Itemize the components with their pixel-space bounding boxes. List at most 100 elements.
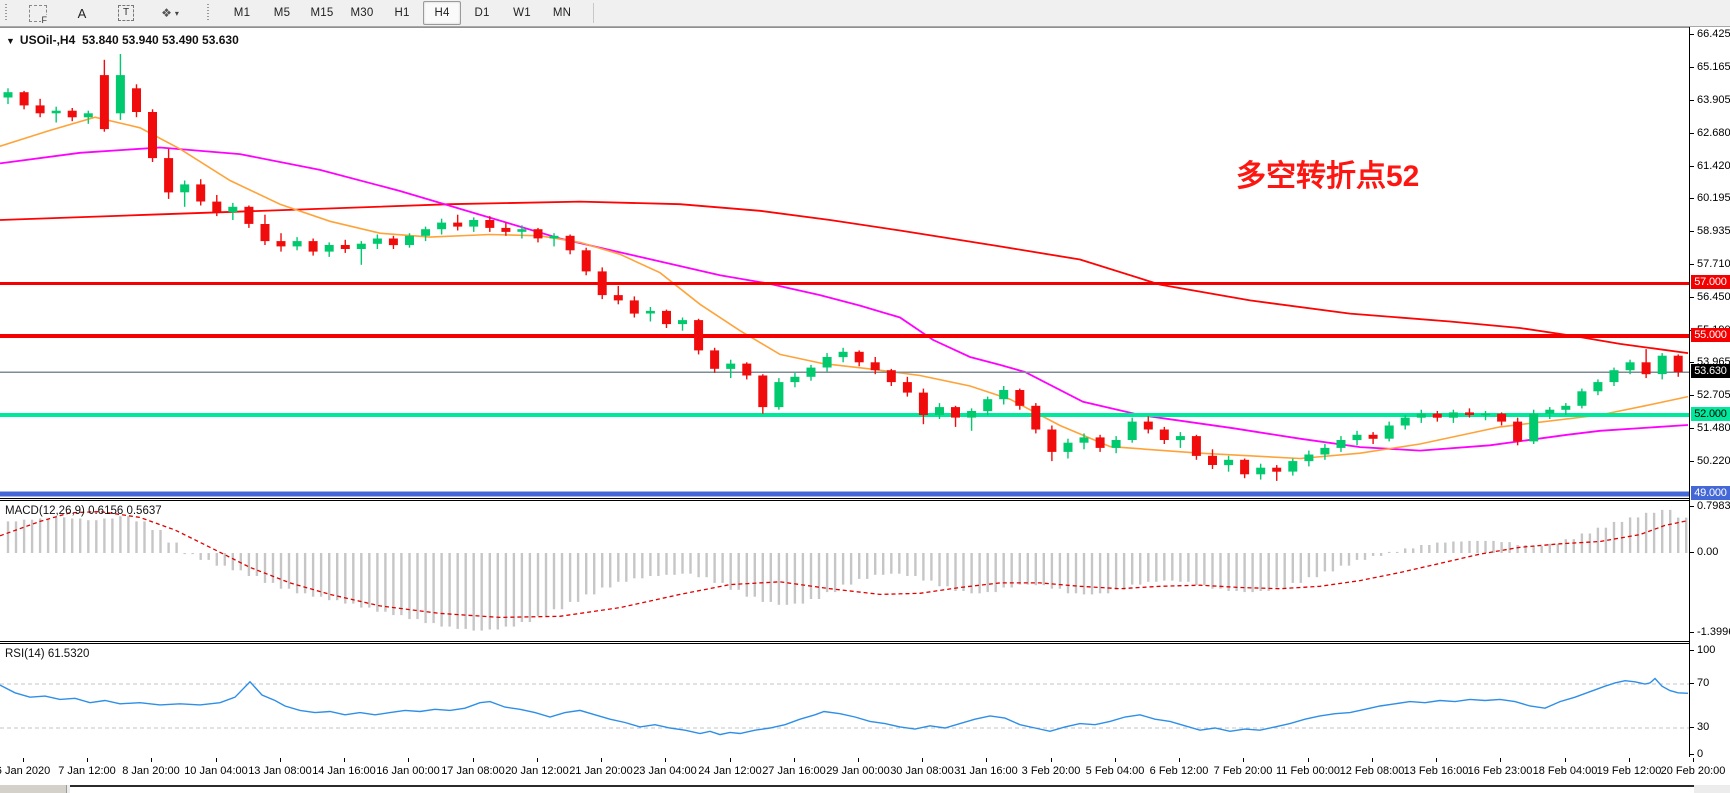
candle-body xyxy=(1224,459,1234,466)
date-tick-label: 14 Jan 16:00 xyxy=(312,765,376,777)
rsi-panel[interactable]: RSI(14) 61.5320 xyxy=(0,643,1689,759)
macd-histogram-bar xyxy=(882,553,885,575)
macd-histogram-bar xyxy=(1203,553,1206,586)
macd-histogram-bar xyxy=(496,553,499,630)
macd-histogram-bar xyxy=(1179,553,1182,582)
macd-histogram-bar xyxy=(801,553,805,604)
timeframe-w1-button[interactable]: W1 xyxy=(513,7,531,19)
chart-title: ▼ USOil-,H4 53.840 53.940 53.490 53.630 xyxy=(6,33,239,47)
macd-histogram-bar xyxy=(432,553,435,624)
timeframe-m5-button[interactable]: M5 xyxy=(273,7,291,19)
macd-histogram-bar xyxy=(665,553,668,575)
macd-histogram-bar xyxy=(1476,540,1479,553)
main-chart[interactable]: ▼ USOil-,H4 53.840 53.940 53.490 53.630 多… xyxy=(0,27,1689,499)
macd-histogram-bar xyxy=(849,553,853,585)
candle-body xyxy=(549,235,559,239)
macd-histogram-bar xyxy=(697,553,700,578)
candle-body xyxy=(1288,461,1298,472)
chart-annotation-text[interactable]: 多空转折点52 xyxy=(1236,160,1420,193)
candle-body xyxy=(485,220,495,228)
macd-histogram-bar xyxy=(617,553,620,582)
candle-body xyxy=(1593,382,1603,392)
h-scrollbar-thumb[interactable] xyxy=(0,785,67,793)
macd-histogram-bar xyxy=(311,553,315,597)
macd-panel[interactable]: MACD(12,26,9) 0.6156 0.5637 xyxy=(0,500,1689,642)
macd-histogram-bar xyxy=(568,553,572,602)
macd-histogram-bar xyxy=(1564,539,1567,553)
macd-histogram-bar xyxy=(1050,553,1054,589)
macd-histogram-bar xyxy=(1492,540,1495,553)
price-badge-49.000: 49.000 xyxy=(1691,486,1730,500)
candle-body xyxy=(565,235,575,251)
text-tool-button[interactable]: A xyxy=(63,1,101,25)
macd-histogram-bar xyxy=(1131,553,1134,585)
timeframe-h1-button[interactable]: H1 xyxy=(394,7,410,19)
date-tick-label: 21 Jan 20:00 xyxy=(569,765,633,777)
macd-histogram-bar xyxy=(1685,517,1688,553)
macd-histogram-bar xyxy=(135,521,138,553)
toolbar-grip-2[interactable] xyxy=(205,4,212,22)
h-scrollbar-track[interactable] xyxy=(70,785,1694,793)
macd-histogram-bar xyxy=(1195,553,1198,586)
macd-histogram-bar xyxy=(87,520,90,553)
candle-body xyxy=(694,320,704,351)
date-tick-label: 19 Feb 12:00 xyxy=(1596,765,1662,777)
price-tick-label: 61.420 xyxy=(1697,160,1730,172)
candle-body xyxy=(453,222,463,227)
macd-histogram-bar xyxy=(30,519,34,553)
macd-histogram-bar xyxy=(930,553,933,581)
macd-histogram-bar xyxy=(1588,533,1592,553)
shapes-tool-icon: ❖ xyxy=(161,6,172,20)
macd-histogram-bar xyxy=(874,553,877,575)
macd-canvas xyxy=(0,509,1689,631)
timeframe-m30-button[interactable]: M30 xyxy=(350,7,374,19)
macd-histogram-bar xyxy=(1283,553,1286,588)
candle-body xyxy=(1031,405,1041,430)
macd-label: MACD(12,26,9) 0.6156 0.5637 xyxy=(5,505,162,517)
macd-histogram-bar xyxy=(858,553,861,579)
macd-histogram-bar xyxy=(287,553,291,589)
macd-histogram-bar xyxy=(954,553,957,591)
candle-body xyxy=(1127,421,1137,440)
macd-histogram-bar xyxy=(673,553,676,575)
macd-histogram-bar xyxy=(223,553,226,566)
macd-histogram-bar xyxy=(729,553,732,590)
candle-body xyxy=(1047,429,1057,452)
macd-histogram-bar xyxy=(1596,527,1600,553)
macd-histogram-bar xyxy=(376,553,379,612)
time-axis[interactable]: 6 Jan 2020 7 Jan 12:00 8 Jan 20:00 10 Jan 0… xyxy=(0,758,1730,785)
candle-body xyxy=(1095,437,1105,448)
symbol-dropdown-icon[interactable]: ▼ xyxy=(6,36,15,46)
timeframe-m15-button[interactable]: M15 xyxy=(310,7,334,19)
macd-histogram-bar xyxy=(336,553,339,601)
candle-body xyxy=(1256,467,1266,475)
price-axis[interactable]: 66.425 65.165 63.905 62.680 61.420 60.195 58.9… xyxy=(1689,27,1730,760)
macd-histogram-bar xyxy=(360,553,363,608)
macd-histogram-bar xyxy=(649,553,652,576)
candle-body xyxy=(886,370,896,383)
timeframe-h4-button[interactable]: H4 xyxy=(423,1,461,25)
macd-histogram-bar xyxy=(866,553,869,579)
candle-body xyxy=(35,105,45,114)
toolbar-separator xyxy=(593,3,594,23)
macd-histogram-bar xyxy=(1460,541,1463,553)
toolbar-grip[interactable] xyxy=(3,4,10,22)
macd-histogram-bar xyxy=(504,553,508,627)
fibo-tool-button[interactable]: F xyxy=(19,1,57,25)
macd-histogram-bar xyxy=(1147,553,1150,582)
label-tool-button[interactable]: T xyxy=(107,1,145,25)
macd-histogram-bar xyxy=(978,553,981,594)
timeframe-d1-button[interactable]: D1 xyxy=(474,7,490,19)
macd-histogram-bar xyxy=(183,553,186,555)
timeframe-m1-button[interactable]: M1 xyxy=(233,7,251,19)
macd-histogram-bar xyxy=(295,553,299,594)
macd-histogram-bar xyxy=(1139,553,1142,585)
macd-tick-label: 0.7983 xyxy=(1697,500,1730,512)
candle-body xyxy=(388,238,398,246)
macd-histogram-bar xyxy=(1155,553,1158,582)
date-tick-label: 17 Jan 08:00 xyxy=(441,765,505,777)
macd-histogram-bar xyxy=(560,553,564,610)
macd-histogram-bar xyxy=(167,542,170,553)
timeframe-mn-button[interactable]: MN xyxy=(552,7,572,19)
shapes-tool-button[interactable]: ❖ ▾ xyxy=(151,1,189,25)
